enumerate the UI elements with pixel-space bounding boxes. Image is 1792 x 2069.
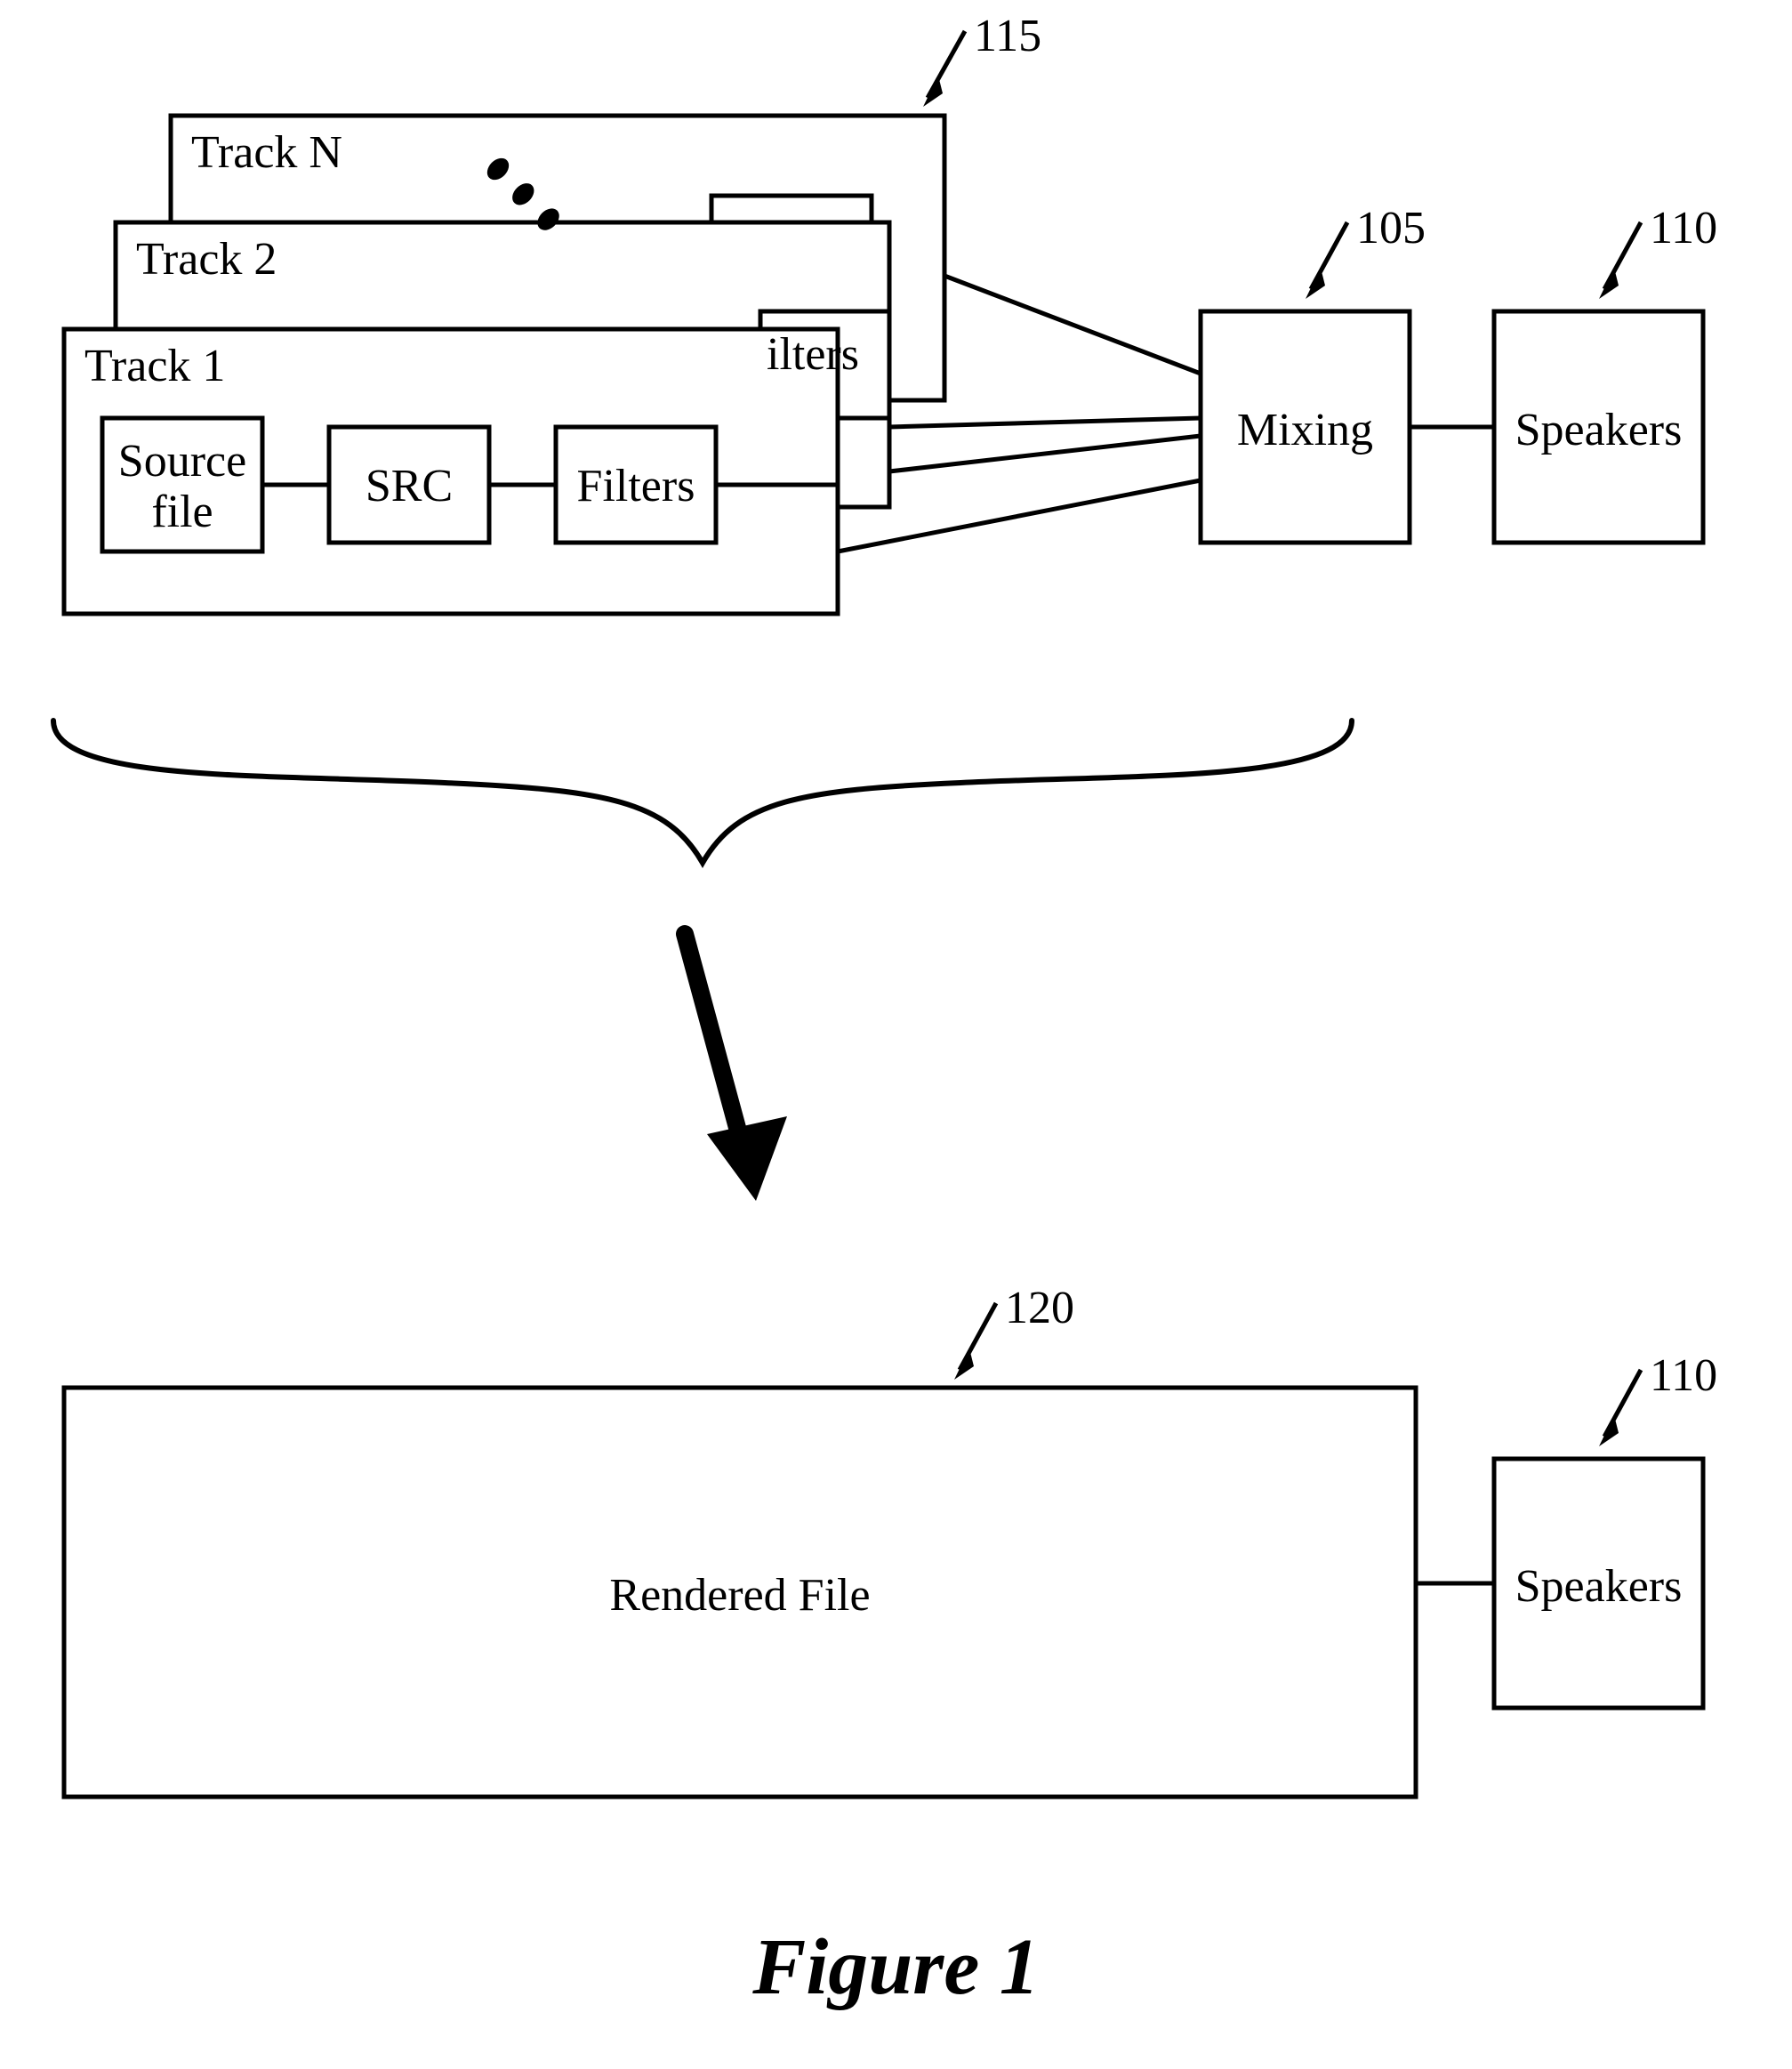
track-2-label: Track 2 xyxy=(136,234,277,285)
ref-110-bottom: 110 xyxy=(1650,1350,1717,1401)
speakers-bottom-label: Speakers xyxy=(1494,1561,1703,1612)
curly-brace xyxy=(53,721,1352,863)
fanin-2 xyxy=(889,418,1201,427)
source-file-label: Source file xyxy=(102,436,262,537)
ref-115-arrow xyxy=(923,31,965,107)
ref-110-top: 110 xyxy=(1650,203,1717,254)
ref-120: 120 xyxy=(1005,1283,1074,1333)
fanin-1 xyxy=(944,276,1201,374)
diagram-canvas xyxy=(0,0,1792,2069)
ref-105: 105 xyxy=(1356,203,1426,254)
mixing-label: Mixing xyxy=(1201,405,1410,455)
track-2-filters-partial: ilters xyxy=(767,329,859,380)
fanin-4 xyxy=(838,480,1201,551)
ref-115: 115 xyxy=(974,11,1041,61)
rendered-file-label: Rendered File xyxy=(64,1570,1416,1621)
track-n-label: Track N xyxy=(191,127,342,178)
ref-110b-arrow xyxy=(1599,1370,1641,1446)
figure-caption: Figure 1 xyxy=(0,1921,1792,2013)
src-label: SRC xyxy=(329,461,489,511)
ref-120-arrow xyxy=(954,1303,996,1380)
ref-105-arrow xyxy=(1306,222,1347,299)
fanin-3 xyxy=(889,436,1201,471)
track-1-label: Track 1 xyxy=(84,341,225,391)
big-down-arrow xyxy=(685,934,787,1201)
filters-label: Filters xyxy=(556,461,716,511)
speakers-top-label: Speakers xyxy=(1494,405,1703,455)
ref-110a-arrow xyxy=(1599,222,1641,299)
